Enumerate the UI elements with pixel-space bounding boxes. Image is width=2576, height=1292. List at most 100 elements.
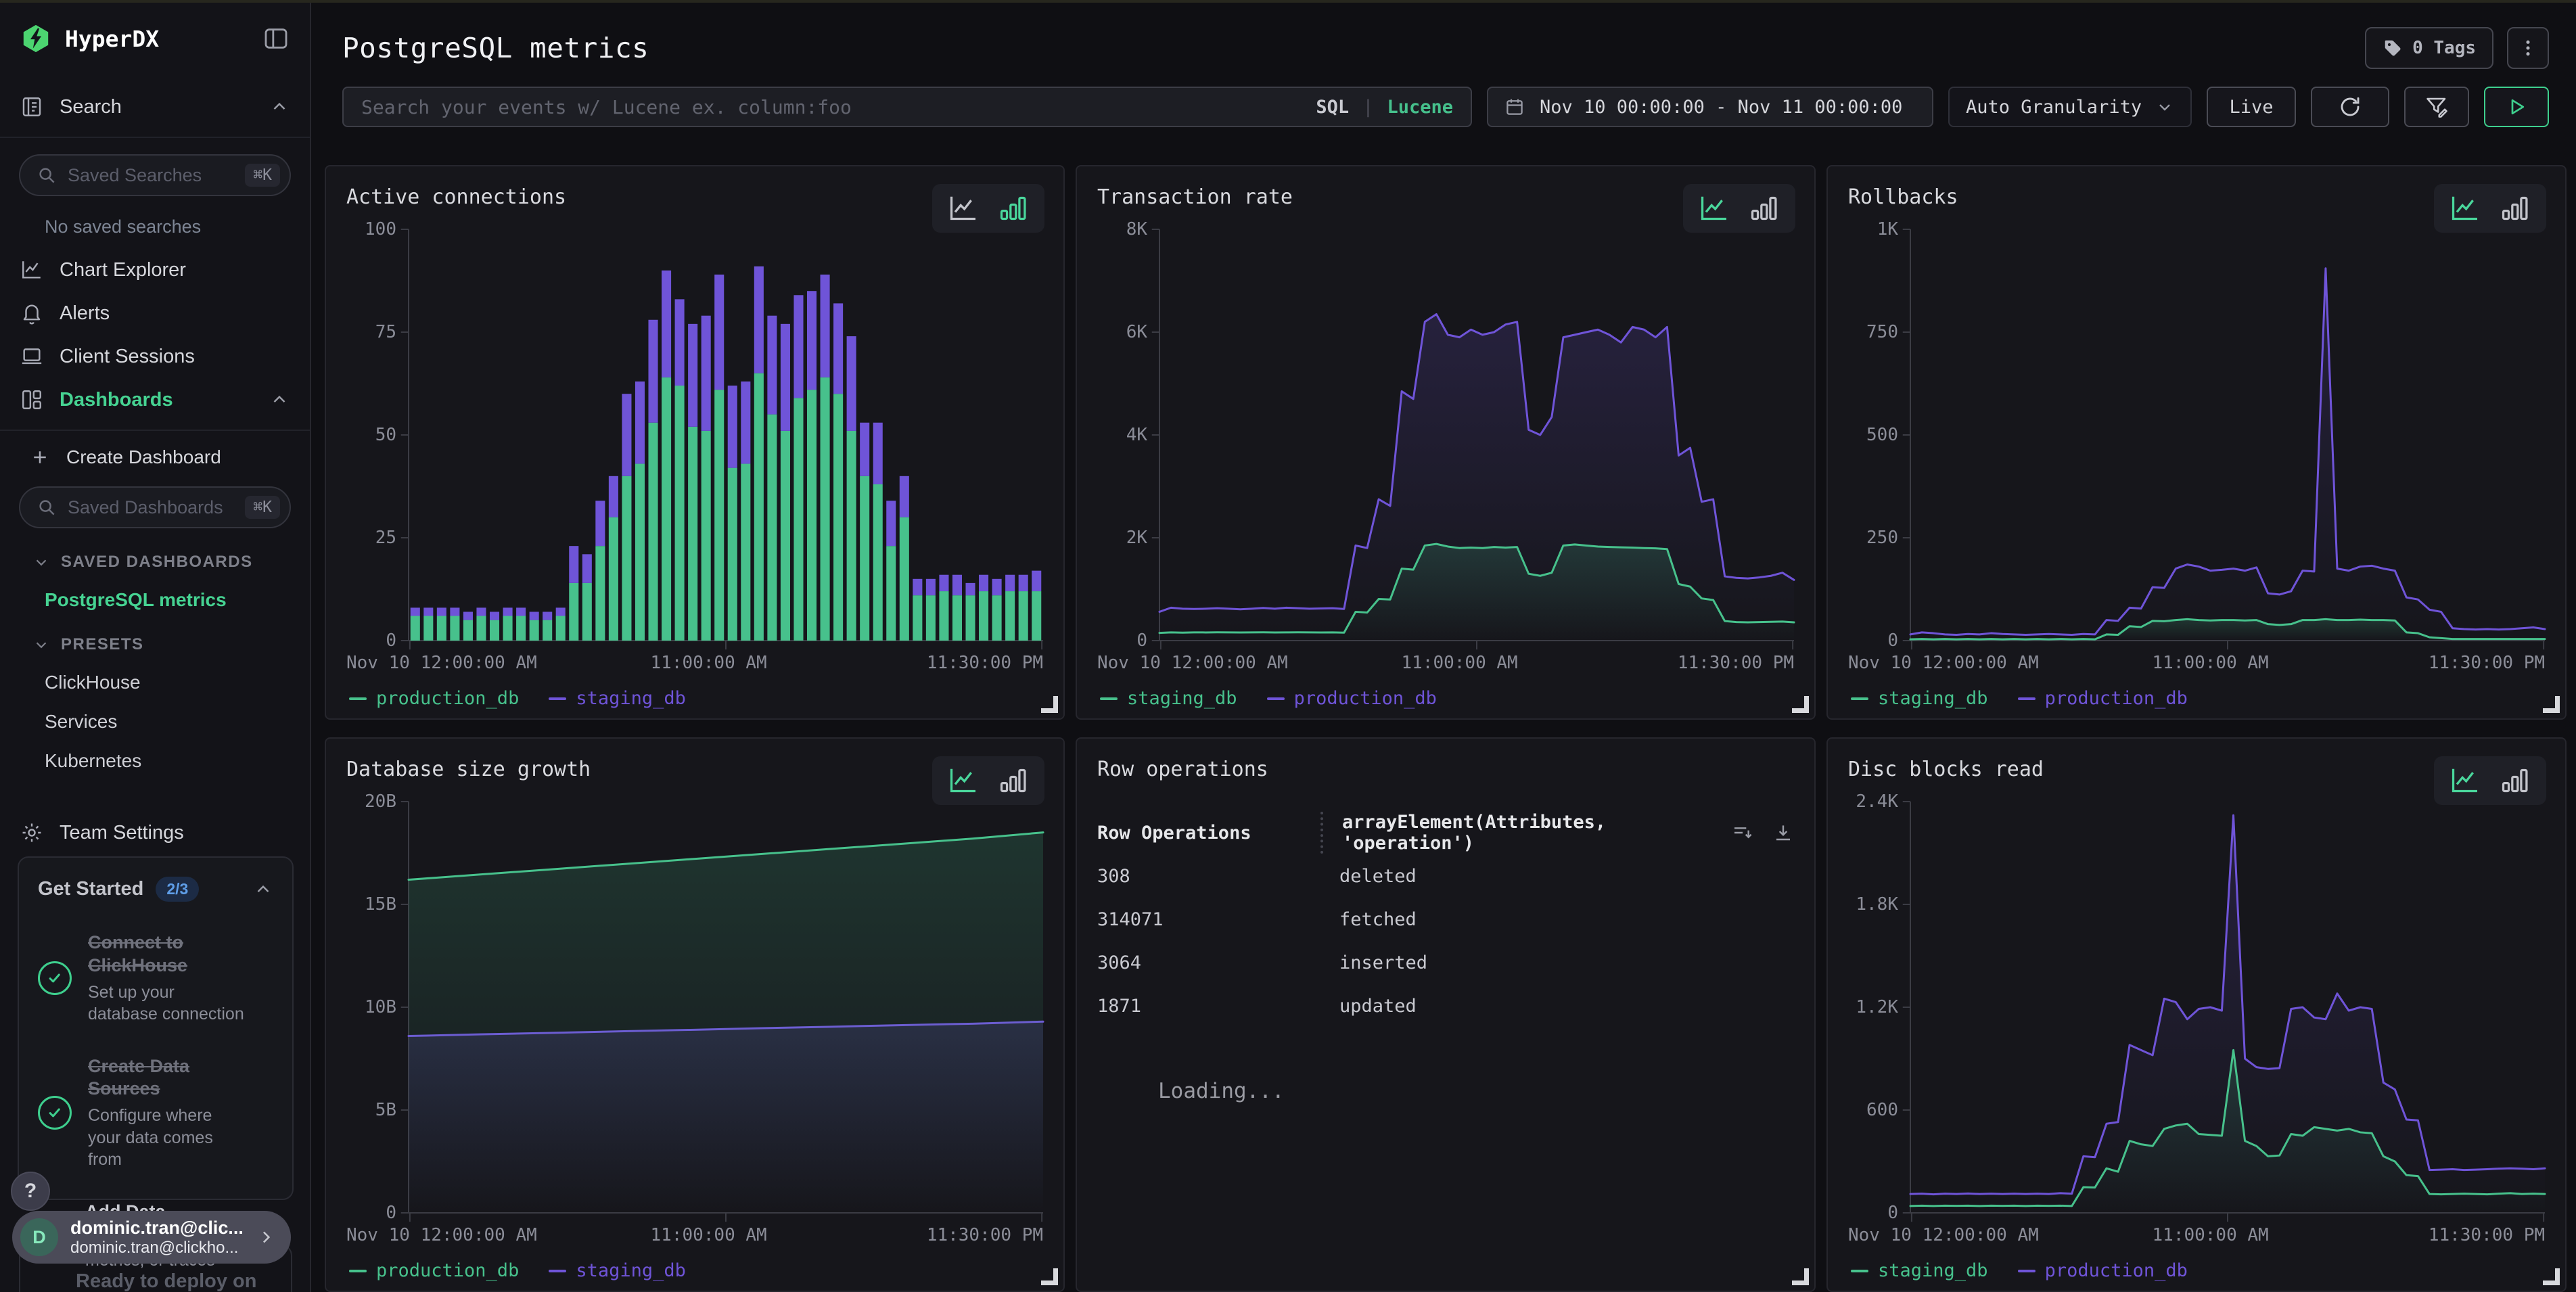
panel-resize-handle[interactable]: [1792, 696, 1809, 713]
granularity-select[interactable]: Auto Granularity: [1948, 87, 2192, 127]
lucene-mode-toggle[interactable]: Lucene: [1387, 97, 1453, 118]
legend-dash-icon: [349, 1270, 367, 1272]
divider: [0, 430, 310, 431]
panel-resize-handle[interactable]: [2543, 696, 2560, 713]
refresh-button[interactable]: [2311, 87, 2389, 127]
sidebar-item-services[interactable]: Services: [45, 711, 310, 733]
live-button[interactable]: Live: [2207, 87, 2296, 127]
granularity-value: Auto Granularity: [1966, 97, 2142, 118]
x-axis-label: 11:00:00 AM: [2153, 653, 2269, 673]
y-axis-label: 2.4K: [1856, 793, 1898, 810]
bar-chart-toggle-icon[interactable]: [1749, 195, 1779, 222]
bar-chart-toggle-icon[interactable]: [2500, 767, 2530, 794]
legend-item[interactable]: staging_db: [1100, 688, 1237, 709]
section-label-text: PRESETS: [61, 635, 144, 654]
line-chart-toggle-icon[interactable]: [948, 767, 978, 794]
sidebar-item-team-settings[interactable]: Team Settings: [0, 811, 310, 854]
presets-section[interactable]: PRESETS: [32, 635, 310, 654]
more-options-button[interactable]: [2507, 27, 2549, 69]
panel-active-connections: Active connections0255075100Nov 10 12:00…: [325, 165, 1065, 720]
section-label-text: SAVED DASHBOARDS: [61, 553, 253, 572]
sidebar-item-search[interactable]: Search: [0, 85, 310, 129]
search-icon: [37, 165, 57, 185]
table-row[interactable]: 308deleted: [1097, 854, 1794, 898]
panel-resize-handle[interactable]: [1041, 696, 1058, 713]
legend-label: production_db: [1294, 688, 1437, 709]
table-row[interactable]: 3064inserted: [1097, 941, 1794, 984]
chart-canvas: [1910, 229, 2545, 641]
y-axis-label: 1.2K: [1856, 998, 1898, 1016]
panel-resize-handle[interactable]: [1041, 1268, 1058, 1285]
sidebar-item-label: Search: [60, 96, 253, 118]
bar-chart-toggle-icon[interactable]: [998, 195, 1028, 222]
get-started-item[interactable]: Connect to ClickHouseSet up your databas…: [38, 931, 273, 1025]
bar-chart-toggle-icon[interactable]: [2500, 195, 2530, 222]
chart-legend: staging_db production_db: [1097, 688, 1794, 709]
sidebar-item-client-sessions[interactable]: Client Sessions: [0, 335, 310, 378]
chevron-up-icon[interactable]: [269, 390, 290, 410]
legend-item[interactable]: production_db: [1267, 688, 1437, 709]
line-chart-toggle-icon[interactable]: [2450, 767, 2480, 794]
panel-resize-handle[interactable]: [2543, 1268, 2560, 1285]
search-input[interactable]: Search your events w/ Lucene ex. column:…: [342, 87, 1472, 127]
get-started-item[interactable]: Create Data SourcesConfigure where your …: [38, 1055, 273, 1171]
sidebar-item-chart-explorer[interactable]: Chart Explorer: [0, 248, 310, 292]
legend-dash-icon: [349, 697, 367, 700]
tags-button[interactable]: 0 Tags: [2365, 27, 2493, 69]
journal-icon: [20, 95, 43, 118]
chart-canvas: [409, 229, 1043, 641]
x-axis-label: Nov 10 12:00:00 AM: [1848, 653, 2039, 673]
table-row[interactable]: 314071fetched: [1097, 898, 1794, 941]
saved-dashboards-input[interactable]: Saved Dashboards ⌘K: [19, 486, 291, 528]
sidebar-item-kubernetes[interactable]: Kubernetes: [45, 750, 310, 772]
legend-item[interactable]: production_db: [2018, 1260, 2188, 1281]
x-axis-label: 11:00:00 AM: [651, 1225, 767, 1245]
date-range-input[interactable]: Nov 10 00:00:00 - Nov 11 00:00:00: [1487, 87, 1933, 127]
legend-item[interactable]: production_db: [2018, 688, 2188, 709]
sidebar-item-postgresql-metrics[interactable]: PostgreSQL metrics: [45, 589, 310, 611]
legend-item[interactable]: staging_db: [1851, 1260, 1988, 1281]
saved-searches-input[interactable]: Saved Searches ⌘K: [19, 154, 291, 196]
y-axis-label: 4K: [1126, 426, 1147, 444]
y-axis-label: 0: [1887, 1204, 1898, 1222]
get-started-title: Get Started: [38, 878, 143, 900]
legend-dash-icon: [2018, 1270, 2036, 1272]
legend-item[interactable]: production_db: [349, 688, 519, 709]
chart-type-toggle: [932, 184, 1044, 233]
sidebar-collapse-icon[interactable]: [262, 25, 290, 52]
get-started-header[interactable]: Get Started 2/3: [38, 877, 273, 902]
chevron-up-icon[interactable]: [269, 97, 290, 117]
run-query-button[interactable]: [2484, 87, 2549, 127]
date-range-value: Nov 10 00:00:00 - Nov 11 00:00:00: [1540, 97, 1902, 118]
chevron-up-icon[interactable]: [253, 879, 273, 900]
legend-item[interactable]: staging_db: [549, 1260, 686, 1281]
download-icon[interactable]: [1772, 822, 1794, 844]
table-cell-operation: inserted: [1320, 952, 1794, 973]
line-chart-toggle-icon[interactable]: [2450, 195, 2480, 222]
legend-item[interactable]: staging_db: [1851, 688, 1988, 709]
sidebar-item-label: Team Settings: [60, 822, 290, 844]
user-menu[interactable]: D dominic.tran@clic... dominic.tran@clic…: [12, 1211, 291, 1264]
logo-row: HyperDX: [0, 0, 310, 54]
chart-title: Row operations: [1097, 758, 1794, 781]
sidebar-item-dashboards[interactable]: Dashboards: [0, 378, 310, 421]
sql-mode-toggle[interactable]: SQL: [1316, 97, 1349, 118]
line-chart-toggle-icon[interactable]: [948, 195, 978, 222]
sidebar-item-alerts[interactable]: Alerts: [0, 292, 310, 335]
legend-item[interactable]: production_db: [349, 1260, 519, 1281]
legend-item[interactable]: staging_db: [549, 688, 686, 709]
progress-badge: 2/3: [156, 877, 199, 902]
line-chart-toggle-icon[interactable]: [1699, 195, 1729, 222]
table-header-row: Row OperationsarrayElement(Attributes, '…: [1097, 811, 1794, 854]
table-row[interactable]: 1871updated: [1097, 984, 1794, 1028]
panel-resize-handle[interactable]: [1792, 1268, 1809, 1285]
sidebar-item-clickhouse[interactable]: ClickHouse: [45, 672, 310, 693]
saved-dashboards-section[interactable]: SAVED DASHBOARDS: [32, 553, 310, 572]
create-dashboard-button[interactable]: Create Dashboard: [0, 438, 310, 477]
bar-chart-toggle-icon[interactable]: [998, 767, 1028, 794]
filter-icon: [2424, 95, 2449, 119]
filter-button[interactable]: [2404, 87, 2469, 127]
sort-rows-icon[interactable]: [1732, 822, 1753, 844]
help-button[interactable]: ?: [11, 1172, 50, 1211]
y-axis-label: 5B: [375, 1101, 396, 1119]
